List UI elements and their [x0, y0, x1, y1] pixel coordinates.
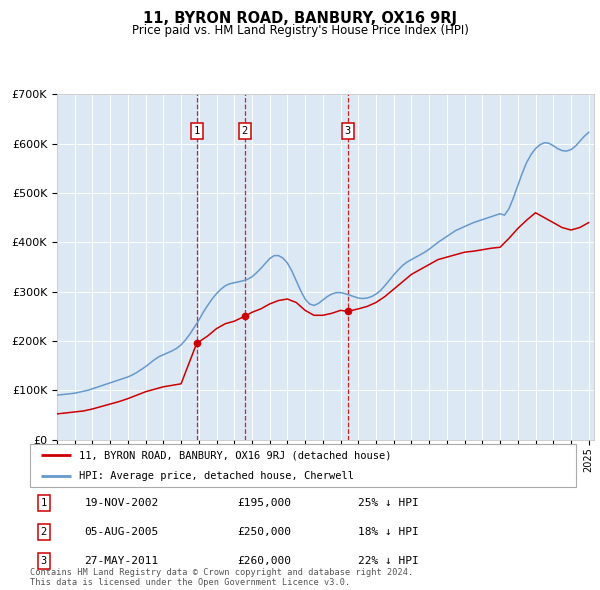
Text: 3: 3: [41, 556, 47, 566]
Text: 19-NOV-2002: 19-NOV-2002: [85, 499, 159, 508]
Text: 11, BYRON ROAD, BANBURY, OX16 9RJ: 11, BYRON ROAD, BANBURY, OX16 9RJ: [143, 11, 457, 25]
Text: £195,000: £195,000: [238, 499, 292, 508]
Text: 18% ↓ HPI: 18% ↓ HPI: [358, 527, 418, 537]
Text: 22% ↓ HPI: 22% ↓ HPI: [358, 556, 418, 566]
Text: 3: 3: [345, 126, 351, 136]
Text: £260,000: £260,000: [238, 556, 292, 566]
Text: HPI: Average price, detached house, Cherwell: HPI: Average price, detached house, Cher…: [79, 471, 354, 481]
Text: 25% ↓ HPI: 25% ↓ HPI: [358, 499, 418, 508]
Text: 2: 2: [242, 126, 248, 136]
Text: 05-AUG-2005: 05-AUG-2005: [85, 527, 159, 537]
Text: 11, BYRON ROAD, BANBURY, OX16 9RJ (detached house): 11, BYRON ROAD, BANBURY, OX16 9RJ (detac…: [79, 450, 392, 460]
Text: Contains HM Land Registry data © Crown copyright and database right 2024.
This d: Contains HM Land Registry data © Crown c…: [30, 568, 413, 587]
Text: 27-MAY-2011: 27-MAY-2011: [85, 556, 159, 566]
Text: 1: 1: [41, 499, 47, 508]
Text: 1: 1: [194, 126, 200, 136]
Text: £250,000: £250,000: [238, 527, 292, 537]
Text: Price paid vs. HM Land Registry's House Price Index (HPI): Price paid vs. HM Land Registry's House …: [131, 24, 469, 37]
Text: 2: 2: [41, 527, 47, 537]
